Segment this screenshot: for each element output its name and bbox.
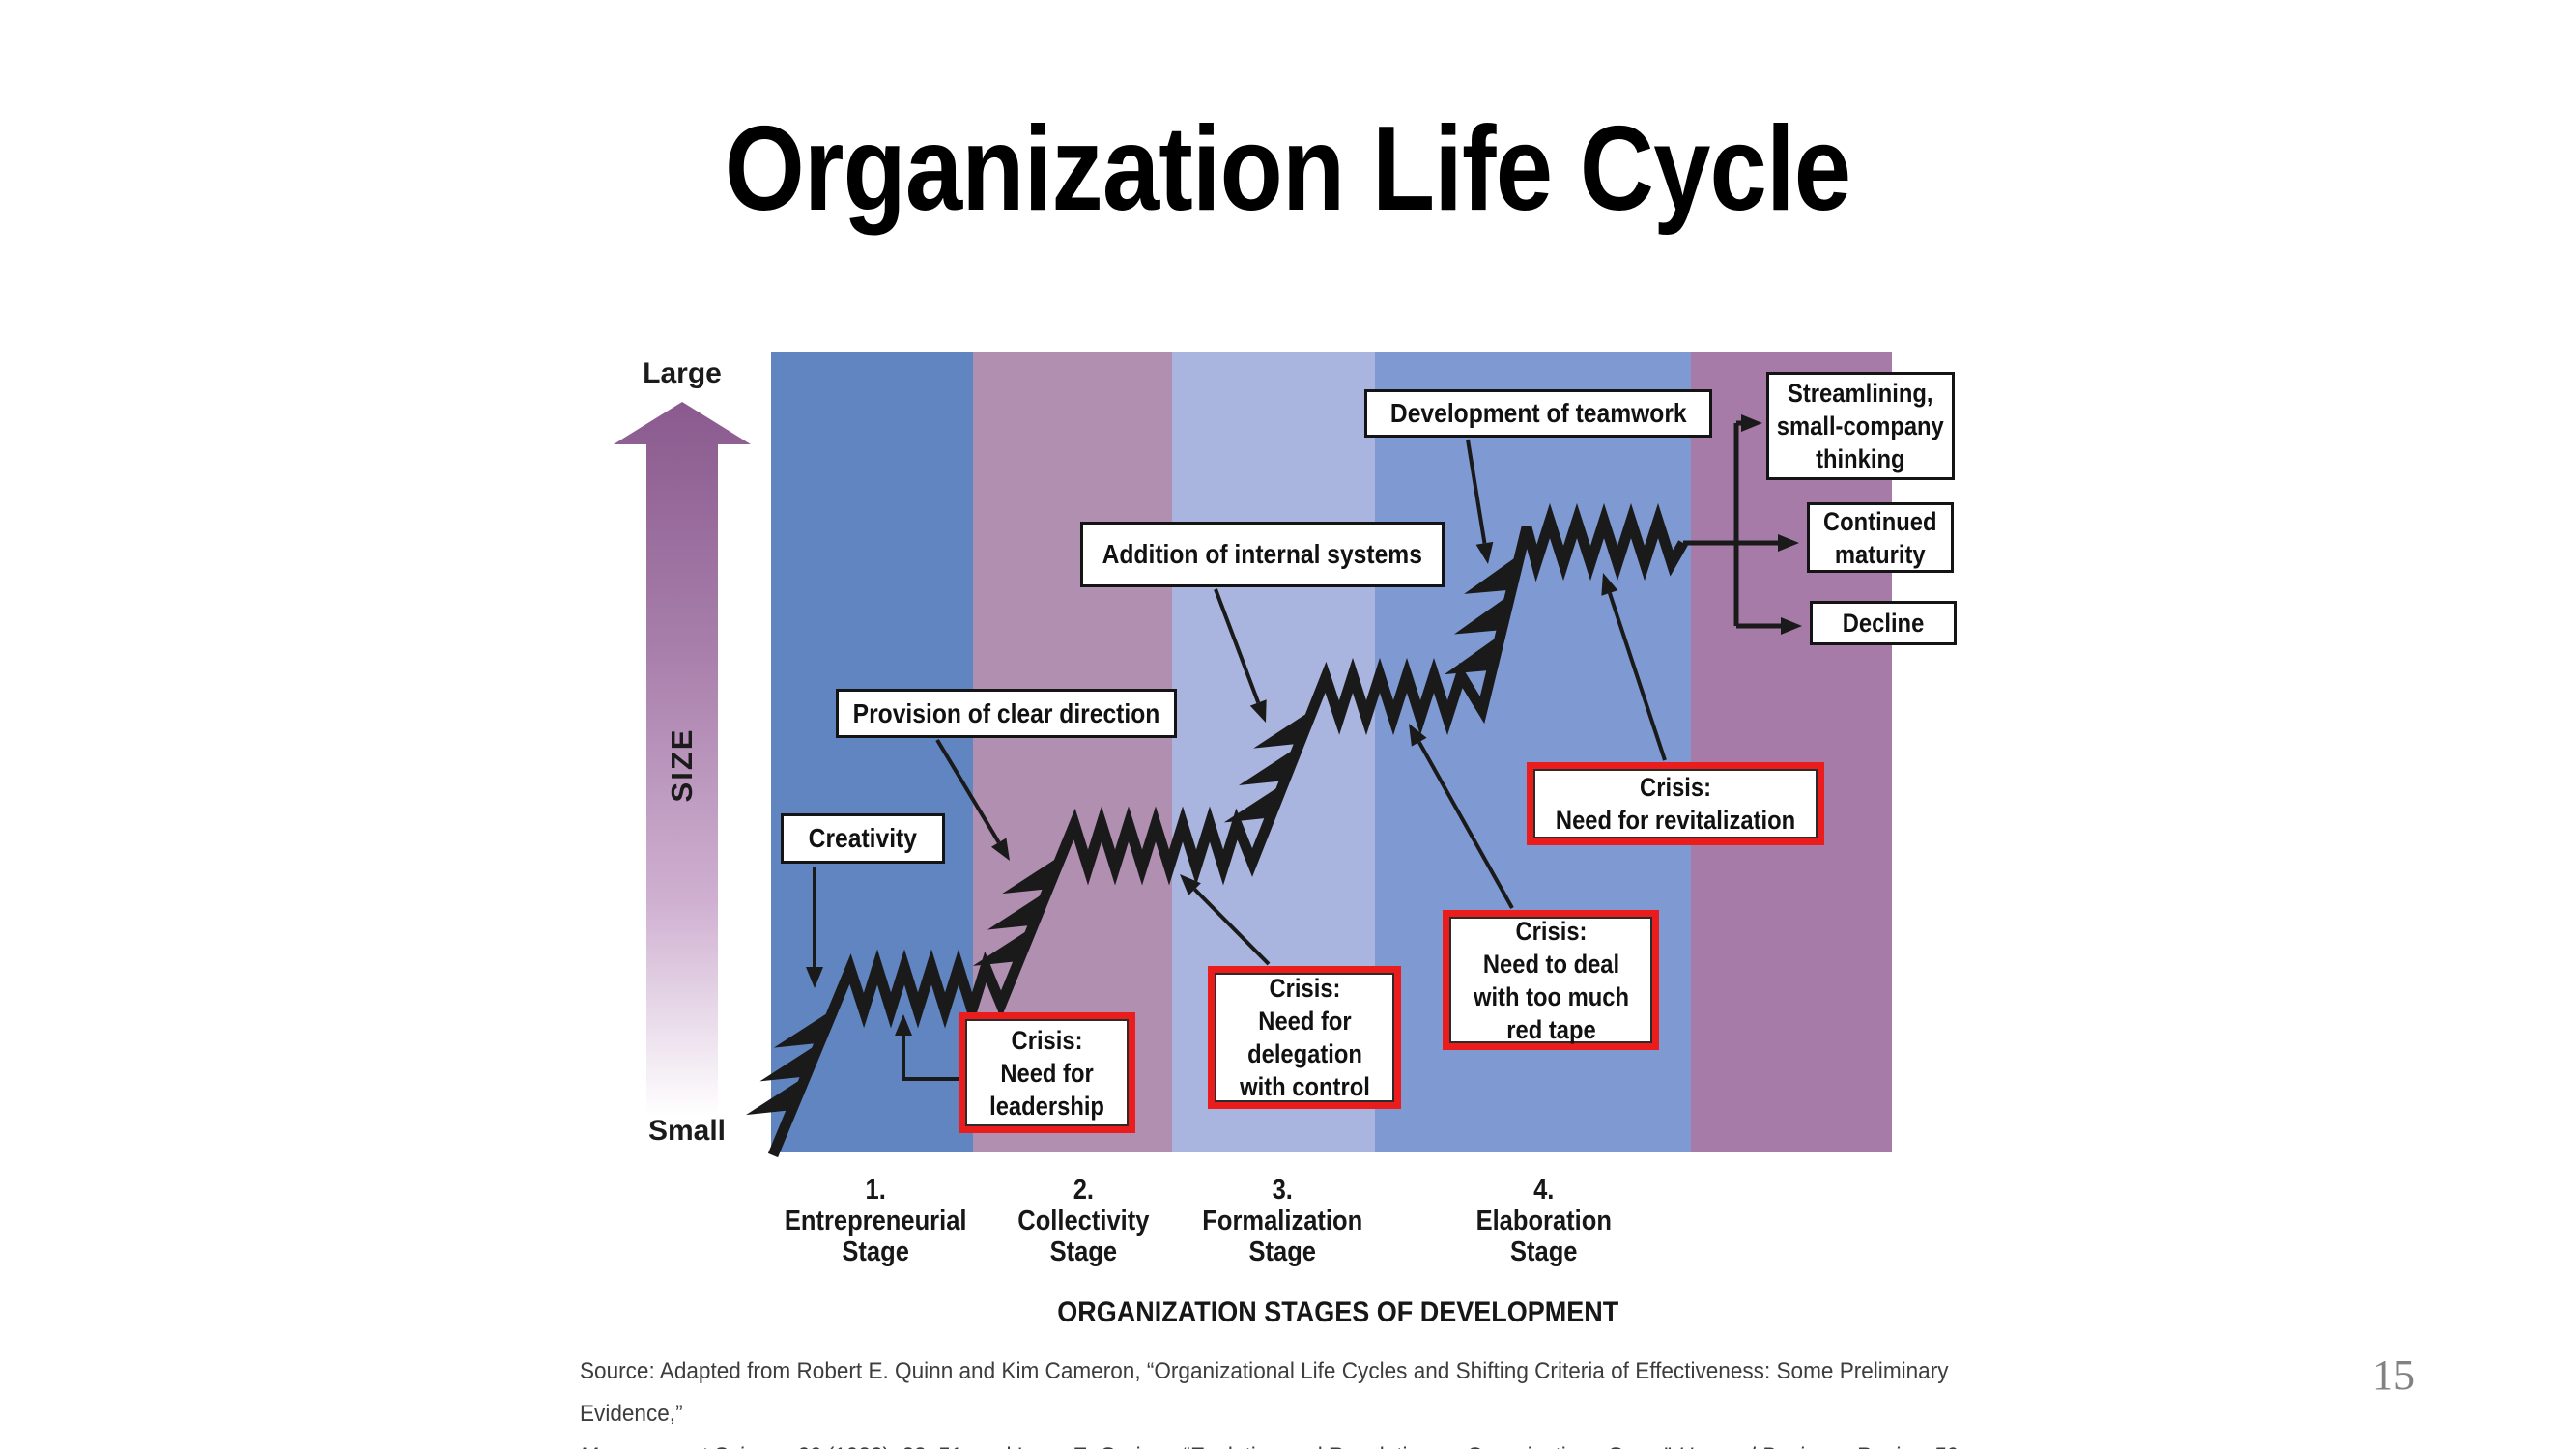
source-citation: Source: Adapted from Robert E. Quinn and… [580, 1350, 1996, 1449]
outcome-streamlining: Streamlining, small-company thinking [1766, 372, 1955, 480]
label-creativity: Creativity [781, 813, 945, 864]
crisis-need-for-revitalization: Crisis: Need for revitalization [1527, 762, 1824, 845]
page-number: 15 [2372, 1351, 2415, 1399]
crisis-need-for-leadership: Crisis: Need for leadership [959, 1012, 1135, 1133]
label-provision-of-clear-direction: Provision of clear direction [836, 689, 1177, 738]
size-axis-large-label: Large [643, 357, 722, 389]
diagram-caption: ORGANIZATION STAGES OF DEVELOPMENT [1057, 1296, 1619, 1328]
band-post-elaboration [1691, 352, 1892, 1152]
label-addition-of-internal-systems: Addition of internal systems [1080, 522, 1445, 587]
outcome-decline: Decline [1810, 601, 1957, 645]
crisis-too-much-red-tape: Crisis: Need to deal with too much red tape [1443, 910, 1659, 1050]
outcome-continued-maturity: Continued maturity [1807, 502, 1954, 573]
source-line-2: Management Science 29 (1983), 33–51; and… [580, 1435, 1996, 1449]
stage-label-elaboration: 4. Elaboration Stage [1475, 1175, 1613, 1267]
stage-label-formalization: 3. Formalization Stage [1202, 1175, 1362, 1267]
page-title: Organization Life Cycle [0, 100, 2576, 238]
size-axis-label: SIZE [665, 727, 699, 803]
size-axis-small-label: Small [647, 1115, 727, 1147]
stage-label-entrepreneurial: 1. Entrepreneurial Stage [784, 1175, 967, 1267]
page-title-text: Organization Life Cycle [725, 102, 1851, 236]
stage-label-collectivity: 2. Collectivity Stage [1016, 1175, 1150, 1267]
band-entrepreneurial-stage [771, 352, 973, 1152]
crisis-need-for-delegation-with-control: Crisis: Need for delegation with control [1208, 966, 1401, 1109]
label-development-of-teamwork: Development of teamwork [1364, 389, 1712, 438]
source-line-1: Source: Adapted from Robert E. Quinn and… [580, 1358, 1949, 1427]
